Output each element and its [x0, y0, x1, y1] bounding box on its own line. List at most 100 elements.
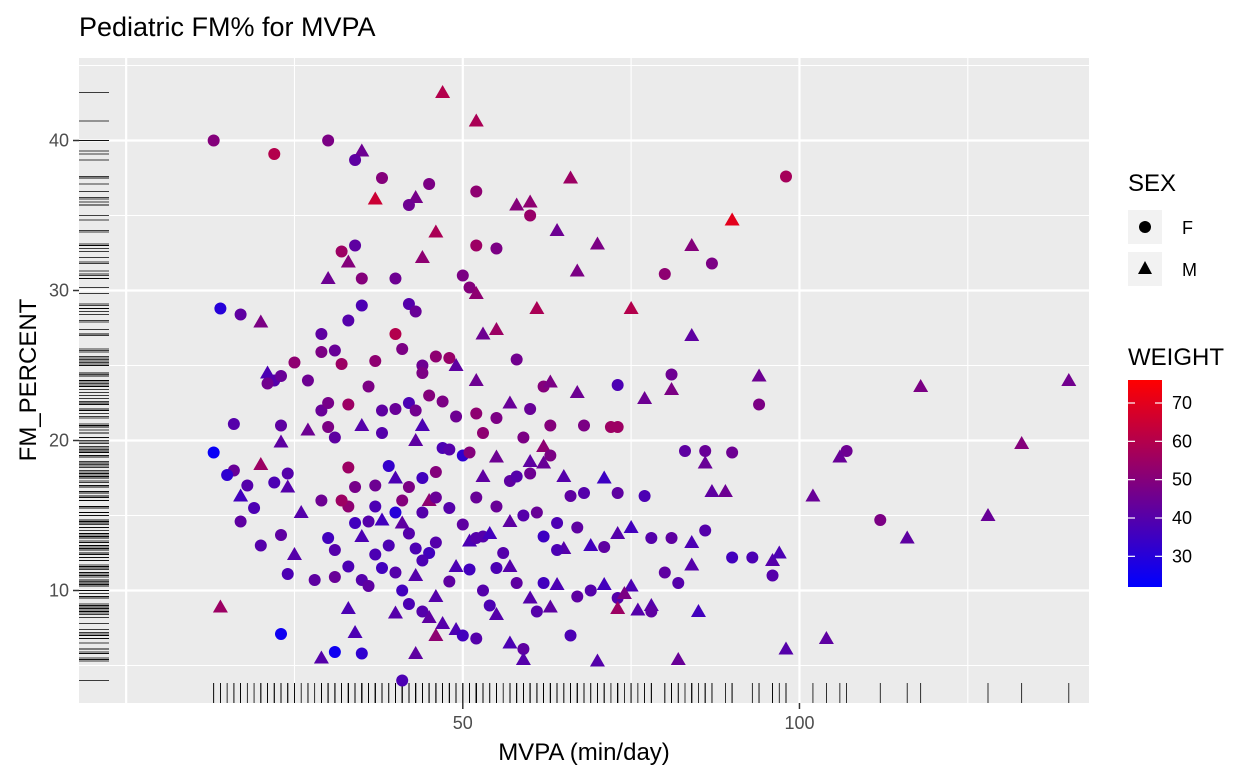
data-point-m [435, 85, 451, 98]
data-point-f [699, 445, 712, 457]
data-point-f [517, 431, 530, 444]
data-point-f [551, 517, 564, 529]
color-legend-label: 70 [1172, 393, 1192, 413]
data-point-f [396, 343, 409, 355]
data-point-m [293, 505, 309, 518]
data-point-f [382, 539, 395, 552]
data-point-f [281, 467, 294, 480]
data-point-f [429, 466, 442, 478]
data-point-f [328, 344, 341, 357]
data-point-m [623, 520, 639, 533]
data-point-f [342, 461, 355, 474]
data-point-m [313, 650, 329, 664]
data-point-m [502, 559, 518, 572]
data-point-f [766, 569, 779, 582]
data-point-f [369, 548, 382, 561]
data-point-f [275, 628, 287, 640]
data-point-f [483, 599, 496, 612]
data-point-f [490, 242, 503, 255]
y-tick-label: 10 [49, 581, 69, 601]
data-point-m [765, 553, 781, 566]
data-point-f [396, 674, 409, 687]
data-point-f [207, 134, 220, 147]
data-point-f [456, 269, 469, 282]
data-point-m [408, 433, 424, 446]
x-tick-label: 50 [453, 713, 473, 733]
data-point-m [260, 365, 276, 379]
data-point-f [248, 502, 261, 514]
data-point-f [530, 506, 543, 519]
data-point-f [658, 268, 671, 280]
data-point-f [288, 356, 301, 369]
legend-circle-icon [1139, 221, 1151, 233]
data-point-f [443, 575, 456, 588]
data-point-m [448, 358, 464, 371]
data-point-m [704, 484, 720, 497]
data-point-f [301, 374, 314, 387]
data-point-m [980, 508, 996, 521]
data-point-m [421, 493, 437, 506]
data-point-f [328, 571, 341, 583]
data-point-f [463, 446, 476, 459]
data-point-f [551, 544, 564, 556]
data-point-f [349, 481, 362, 493]
data-point-f [477, 584, 489, 597]
data-point-f [376, 562, 388, 574]
data-point-m [913, 379, 929, 392]
color-legend-label: 40 [1172, 508, 1192, 528]
data-point-m [414, 418, 430, 431]
data-point-f [470, 632, 483, 645]
data-point-m [832, 449, 848, 463]
data-point-f [416, 367, 429, 379]
data-point-f [389, 403, 402, 415]
data-point-f [524, 209, 537, 222]
data-point-f [362, 515, 375, 528]
data-point-m [805, 488, 821, 502]
data-point-m [387, 605, 403, 619]
data-point-m [751, 368, 767, 382]
data-point-f [221, 469, 234, 481]
data-point-f [335, 358, 348, 370]
data-point-m [549, 577, 565, 590]
data-point-m [488, 322, 504, 335]
color-legend: WEIGHT 30 40 50 60 70 [1128, 344, 1224, 587]
data-point-f [315, 346, 328, 358]
data-point-f [490, 562, 503, 574]
data-point-m [286, 547, 302, 560]
data-point-f [463, 563, 476, 576]
data-point-f [376, 427, 388, 439]
data-point-f [645, 605, 658, 618]
data-point-f [241, 479, 254, 492]
data-point-f [443, 352, 456, 364]
data-point-m [340, 254, 356, 268]
data-point-m [542, 374, 558, 388]
rug-marks [79, 92, 1070, 703]
data-point-f [234, 308, 247, 321]
data-point-m [475, 326, 491, 340]
data-point-f [389, 506, 402, 519]
data-point-m [212, 599, 228, 613]
data-point-f [679, 445, 691, 457]
data-point-f [261, 377, 274, 390]
data-point-m [428, 628, 444, 641]
data-point-f [571, 521, 584, 534]
data-point-f [396, 494, 409, 507]
data-point-f [490, 412, 503, 424]
data-point-m [280, 479, 296, 493]
legend-triangle-icon [1138, 261, 1152, 274]
data-point-f [470, 239, 483, 252]
data-point-m [354, 143, 370, 157]
data-point-f [369, 479, 382, 492]
data-point-f [268, 476, 281, 489]
data-point-m [273, 434, 289, 448]
data-point-f [342, 560, 355, 573]
data-point-f [611, 487, 624, 499]
shape-legend-label-f: F [1182, 218, 1193, 238]
data-point-m [596, 577, 612, 590]
data-point-f [362, 380, 375, 393]
data-point-f [349, 239, 362, 252]
data-point-f [517, 509, 530, 522]
data-point-f [564, 490, 577, 502]
data-point-m [684, 238, 700, 251]
data-point-m [394, 515, 410, 529]
